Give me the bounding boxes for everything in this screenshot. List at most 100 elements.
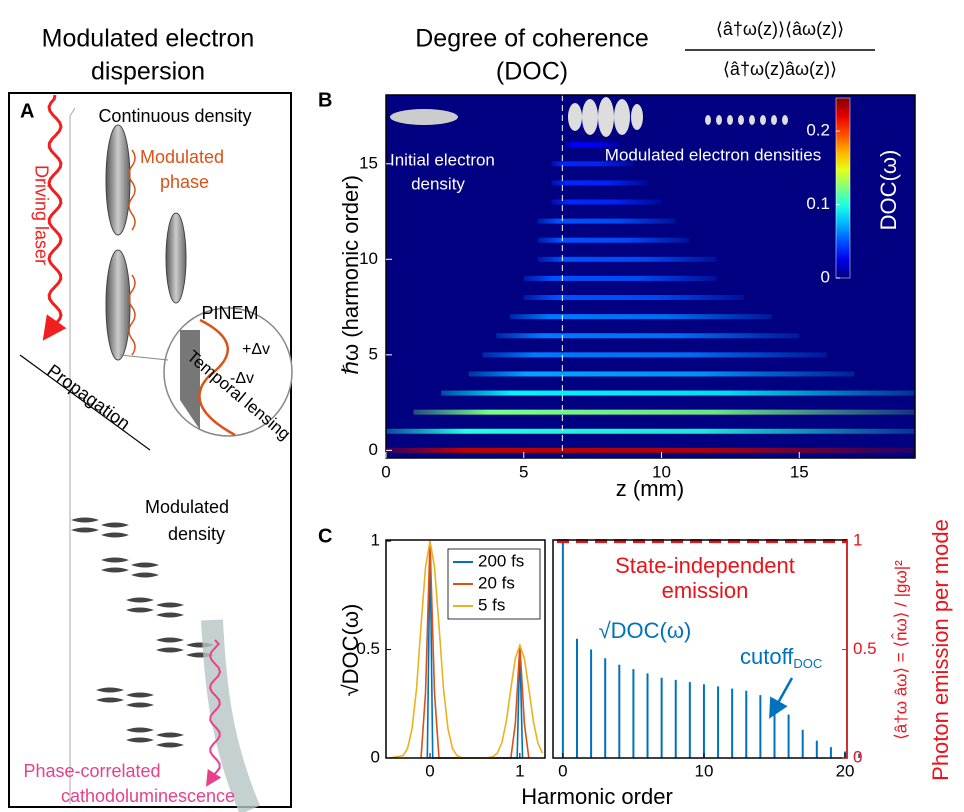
reference-label: emission bbox=[662, 578, 749, 603]
label: Propagation bbox=[44, 360, 134, 433]
y2-formula: ⟨â†ω âω⟩ = ⟨n̂ω⟩ / |gω|² bbox=[891, 560, 911, 740]
electron bbox=[105, 124, 131, 236]
modulated-electrons bbox=[71, 517, 214, 748]
reference-label: State-independent bbox=[615, 553, 795, 578]
divider bbox=[19, 354, 151, 451]
x-tick-label: 15 bbox=[790, 462, 809, 481]
y-tick-label: 0 bbox=[369, 440, 378, 459]
colorbar-tick-label: 0.2 bbox=[806, 121, 830, 140]
heatmap-stripe bbox=[413, 409, 915, 415]
electron-icon bbox=[631, 104, 643, 130]
formula-numerator: ⟨â†ω(z)⟩⟨âω(z)⟩ bbox=[716, 19, 844, 39]
electron-icon bbox=[568, 103, 582, 131]
panel-label: C bbox=[318, 525, 332, 547]
y-tick-label: 15 bbox=[359, 153, 378, 172]
legend-label: 20 fs bbox=[478, 573, 515, 592]
heatmap-stripe bbox=[482, 352, 827, 358]
x-tick-label: 10 bbox=[652, 462, 671, 481]
heatmap-stripe bbox=[468, 371, 855, 377]
x-tick-label: 10 bbox=[694, 761, 713, 780]
electron-icon bbox=[760, 115, 766, 125]
electron-icon bbox=[771, 115, 777, 125]
lens-shape bbox=[180, 330, 200, 430]
annotation: √DOC(ω) bbox=[599, 618, 692, 643]
y2-tick-label: 0.5 bbox=[853, 639, 877, 658]
heatmap-stripe bbox=[496, 333, 800, 339]
label: density bbox=[168, 524, 225, 544]
x-axis-label: z (mm) bbox=[616, 476, 684, 501]
heatmap-cells bbox=[386, 123, 915, 453]
heatmap-stripe bbox=[551, 180, 648, 186]
x-axis-label: Harmonic order bbox=[521, 784, 673, 809]
x-tick-label: 5 bbox=[519, 462, 528, 481]
y-axis-label: ℏω (harmonic order) bbox=[338, 175, 363, 375]
heatmap-stripe bbox=[509, 314, 772, 320]
x-tick-label: 0 bbox=[381, 462, 390, 481]
formula-denominator: ⟨â†ω(z)âω(z)⟩ bbox=[723, 59, 837, 79]
cl-beam bbox=[201, 619, 261, 812]
label: Modulated bbox=[140, 147, 224, 167]
y-tick-label: 0 bbox=[371, 747, 380, 766]
heatmap-stripe bbox=[565, 142, 621, 148]
x-tick-label: 20 bbox=[836, 761, 855, 780]
electron-icon bbox=[782, 115, 788, 125]
annotation-arrow bbox=[769, 677, 794, 719]
panel-label: B bbox=[318, 89, 332, 111]
electron bbox=[165, 212, 187, 304]
heatmap-stripe bbox=[537, 218, 676, 224]
heatmap-stripe bbox=[537, 237, 690, 243]
panel-b: 0 5 10 15 0 5 10 15 Bz (mm) ℏω (harmonic order) In… bbox=[318, 89, 916, 501]
y-tick-label: 1 bbox=[371, 531, 380, 550]
colorbar-tick-label: 0.1 bbox=[806, 194, 830, 213]
annotation: cutoffDOC bbox=[740, 644, 822, 672]
dispersion-line bbox=[69, 107, 76, 804]
y2-tick-label: 1 bbox=[853, 531, 862, 550]
label: Continuous density bbox=[98, 106, 251, 126]
y-tick-label: 10 bbox=[359, 249, 378, 268]
electron-icon bbox=[614, 99, 630, 135]
label: Driving laser bbox=[31, 165, 51, 265]
electron-icon bbox=[716, 115, 722, 125]
title: Modulated electron bbox=[42, 25, 255, 53]
title: Degree of coherence bbox=[415, 25, 648, 53]
x-tick-label: 0 bbox=[558, 761, 567, 780]
axes-frame bbox=[385, 94, 916, 459]
x-tick-label: 1 bbox=[515, 761, 524, 780]
heatmap-stripe bbox=[523, 295, 745, 301]
heatmap-stripe bbox=[551, 199, 662, 205]
annotation: Modulated electron densities bbox=[605, 145, 821, 164]
label: Phase-correlated bbox=[23, 761, 160, 781]
label: PINEM bbox=[201, 303, 258, 323]
label: phase bbox=[160, 172, 209, 192]
cl-arrow bbox=[205, 639, 222, 787]
heatmap-stripe bbox=[551, 161, 634, 167]
y-tick-label: 5 bbox=[369, 344, 378, 363]
electron-icon bbox=[582, 99, 598, 135]
colorbar-tick-label: 0 bbox=[821, 267, 830, 286]
axes-frame bbox=[385, 539, 546, 759]
heatmap-stripe bbox=[386, 447, 915, 453]
electron bbox=[105, 249, 131, 361]
label: +Δv bbox=[242, 341, 270, 358]
heatmap-stripe bbox=[441, 390, 915, 396]
colorbar bbox=[835, 97, 851, 279]
y-axis-label: √DOC(ω) bbox=[338, 604, 363, 697]
electron-icon bbox=[749, 115, 755, 125]
magnifier-line bbox=[119, 354, 169, 361]
title: (DOC) bbox=[496, 58, 568, 86]
electron-icon bbox=[390, 109, 458, 125]
heatmap-stripe bbox=[386, 428, 915, 434]
phase-wave bbox=[128, 149, 136, 356]
colorbar-label: DOC(ω) bbox=[876, 150, 901, 231]
pinem-wave bbox=[198, 318, 236, 437]
heatmap-stripe bbox=[523, 275, 717, 281]
label: cathodoluminescence bbox=[61, 786, 235, 806]
annotation-text: cutoff bbox=[740, 644, 794, 669]
x-tick-label: 0 bbox=[425, 761, 434, 780]
electron-icon bbox=[727, 115, 733, 125]
headers: Modulated electron dispersion Degree of … bbox=[42, 19, 875, 86]
annotation: Initial electron bbox=[390, 150, 495, 169]
laser-arrow bbox=[42, 94, 67, 341]
